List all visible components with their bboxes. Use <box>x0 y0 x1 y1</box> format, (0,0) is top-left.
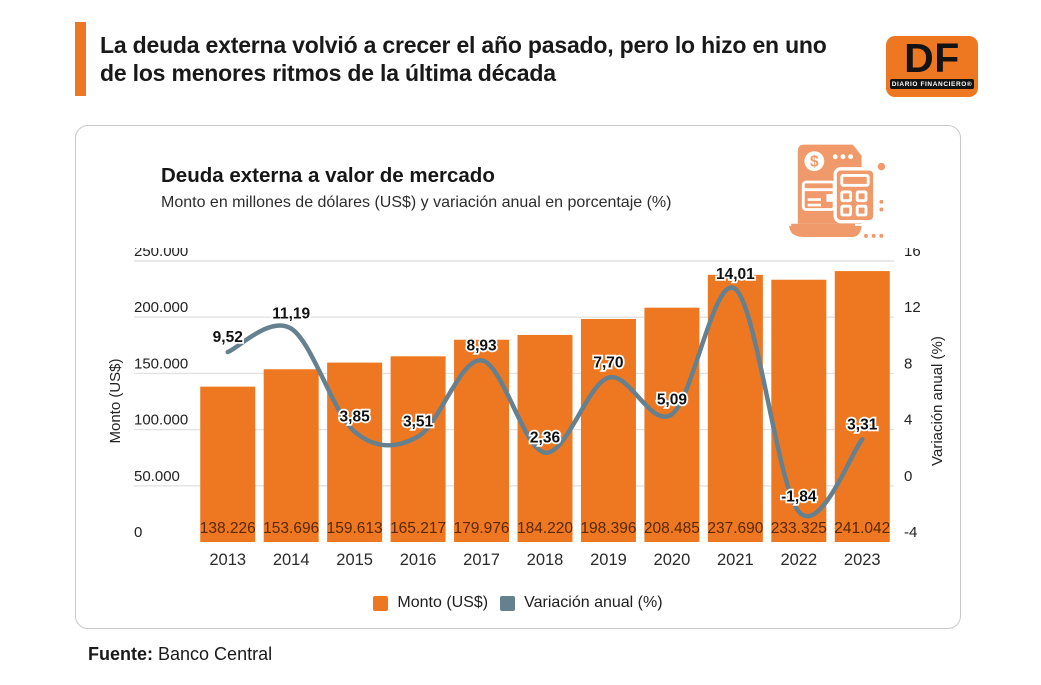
bar-value-label: 241.042 <box>834 520 890 537</box>
x-axis-label: 2017 <box>463 551 500 569</box>
source-note: Fuente: Banco Central <box>88 644 272 665</box>
bar-2015 <box>327 362 383 542</box>
bar-value-label: 208.485 <box>644 520 700 537</box>
bar-value-label: 184.220 <box>517 520 573 537</box>
legend-item-monto: Monto (US$) <box>373 594 488 612</box>
bar-value-label: 179.976 <box>454 520 510 537</box>
bar-value-label: 233.325 <box>771 520 827 537</box>
line-value-label: 2,36 <box>530 430 561 447</box>
legend-item-variacion: Variación anual (%) <box>500 594 663 612</box>
line-value-label: 9,52 <box>213 329 243 346</box>
bar-2013 <box>200 386 256 542</box>
line-value-label: -1,84 <box>781 489 817 506</box>
bar-2020 <box>644 307 700 542</box>
right-axis-tick: 0 <box>904 468 912 485</box>
variation-line <box>225 285 865 519</box>
left-axis-title: Monto (US$) <box>107 358 124 443</box>
x-axis-label: 2021 <box>717 551 754 569</box>
line-value-label: 3,51 <box>403 413 434 430</box>
df-logo: DF DIARIO FINANCIERO® <box>886 36 978 97</box>
right-axis-title: Variación anual (%) <box>929 336 946 466</box>
bar-value-label: 198.396 <box>580 520 636 537</box>
bar-value-label: 165.217 <box>390 520 446 537</box>
source-value: Banco Central <box>158 644 273 664</box>
x-axis-label: 2014 <box>273 551 310 569</box>
left-axis-tick: 200.000 <box>134 299 188 316</box>
chart-canvas: 0 50.000 100.000 150.000 200.000 250.000 -4 0 4 8… <box>107 248 946 569</box>
df-logo-subtext: DIARIO FINANCIERO® <box>890 79 974 89</box>
bar-value-label: 138.226 <box>200 520 256 537</box>
left-axis-tick: 100.000 <box>134 412 188 429</box>
bar-value-label: 153.696 <box>263 520 319 537</box>
source-label: Fuente: <box>88 644 153 664</box>
bar-2021 <box>707 274 763 542</box>
bar-2022 <box>771 279 827 542</box>
right-axis-tick: 16 <box>904 248 921 260</box>
legend-swatch-variacion <box>500 595 516 611</box>
line-value-label: 14,01 <box>716 266 755 283</box>
bar-2016 <box>390 356 446 542</box>
right-axis-tick: 12 <box>904 299 921 316</box>
x-axis-label: 2020 <box>654 551 691 569</box>
bar-2019 <box>580 319 636 542</box>
page-title-line2: de los menores ritmos de la última décad… <box>100 60 556 86</box>
x-axis-label: 2016 <box>400 551 437 569</box>
df-logo-text: DF <box>904 35 960 81</box>
chart-subtitle: Monto en millones de dólares (US$) y var… <box>161 194 672 211</box>
receipt-calculator-icon: $ <box>789 144 886 238</box>
chart-legend: Monto (US$) Variación anual (%) <box>76 594 960 612</box>
bar-2023 <box>834 271 890 542</box>
accent-bar <box>75 22 86 96</box>
line-value-label: 5,09 <box>657 391 688 408</box>
right-axis-tick: 8 <box>904 355 912 372</box>
line-value-label: 11,19 <box>272 306 310 323</box>
x-axis-label: 2013 <box>209 551 246 569</box>
line-value-label: 3,85 <box>340 409 371 426</box>
left-axis-tick: 250.000 <box>134 248 188 260</box>
svg-text:$: $ <box>810 154 819 171</box>
bar-2014 <box>263 369 319 542</box>
line-value-label: 7,70 <box>593 355 623 372</box>
line-value-label: 3,31 <box>847 416 878 433</box>
legend-swatch-monto <box>373 595 389 611</box>
x-axis-label: 2022 <box>780 551 817 569</box>
legend-label-variacion: Variación anual (%) <box>524 594 663 611</box>
legend-label-monto: Monto (US$) <box>397 594 489 611</box>
line-value-label: 8,93 <box>466 337 497 354</box>
x-axis-label: 2019 <box>590 551 627 569</box>
right-axis-tick: -4 <box>904 524 917 541</box>
x-axis-label: 2015 <box>336 551 373 569</box>
x-axis-label: 2023 <box>844 551 881 569</box>
bar-value-label: 159.613 <box>327 520 383 537</box>
page-title-line1: La deuda externa volvió a crecer el año … <box>100 32 827 58</box>
page-title: La deuda externa volvió a crecer el año … <box>100 31 880 87</box>
bar-value-label: 237.690 <box>707 520 763 537</box>
left-axis-tick: 150.000 <box>134 355 188 372</box>
chart-card: Deuda externa a valor de mercado Monto e… <box>75 125 961 629</box>
right-axis-tick: 4 <box>904 412 912 429</box>
left-axis-tick: 50.000 <box>134 468 180 485</box>
chart-title: Deuda externa a valor de mercado <box>161 164 495 187</box>
left-axis-tick: 0 <box>134 524 142 541</box>
x-axis-label: 2018 <box>527 551 564 569</box>
